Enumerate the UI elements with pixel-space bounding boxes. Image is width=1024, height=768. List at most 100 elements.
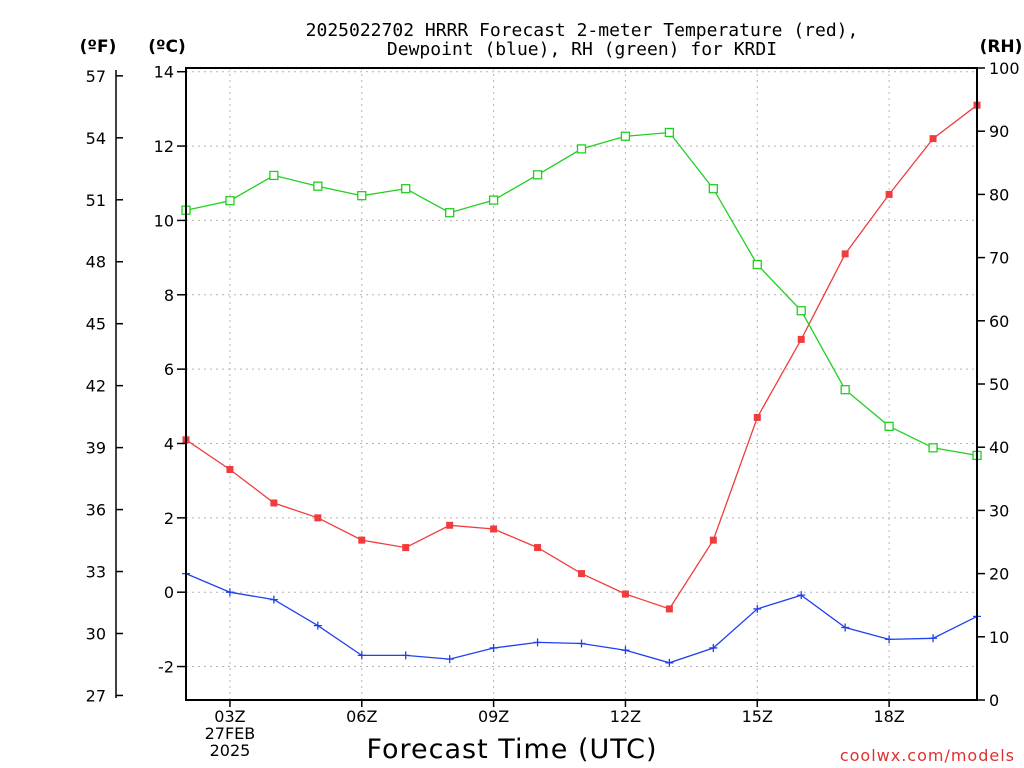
fahrenheit-tick-label: 57 bbox=[86, 67, 106, 86]
temperature-point bbox=[314, 514, 322, 522]
fahrenheit-tick-label: 48 bbox=[86, 253, 106, 272]
x-tick-label: 03Z bbox=[214, 707, 245, 726]
rh-tick-label: 50 bbox=[989, 375, 1009, 394]
temperature-point bbox=[709, 536, 717, 544]
rh-tick-label: 30 bbox=[989, 501, 1009, 520]
dewpoint-point bbox=[489, 643, 498, 652]
rh-point bbox=[620, 131, 631, 141]
series-lines bbox=[185, 104, 978, 664]
dewpoint-point bbox=[313, 621, 322, 630]
dewpoint-line bbox=[185, 573, 978, 664]
x-tick-label: 2025 bbox=[210, 741, 251, 760]
dewpoint-point bbox=[929, 634, 938, 643]
dewpoint-point bbox=[401, 651, 410, 660]
fahrenheit-tick-label: 36 bbox=[86, 501, 106, 520]
x-tick-label: 15Z bbox=[742, 707, 773, 726]
dewpoint-point bbox=[709, 643, 718, 652]
rh-line bbox=[185, 131, 978, 457]
rh-point bbox=[313, 181, 323, 191]
dewpoint-point bbox=[445, 655, 454, 664]
celsius-tick-label: 10 bbox=[154, 211, 174, 230]
dewpoint-point bbox=[269, 595, 278, 604]
temperature-point bbox=[534, 544, 542, 552]
temperature-point bbox=[665, 605, 673, 613]
rh-point bbox=[884, 421, 894, 431]
fahrenheit-tick-label: 51 bbox=[86, 191, 106, 210]
temperature-point bbox=[885, 190, 893, 198]
temperature-point bbox=[270, 499, 278, 507]
dewpoint-point bbox=[577, 639, 586, 648]
rh-tick-label: 60 bbox=[989, 312, 1009, 331]
source-credit: coolwx.com/models bbox=[840, 746, 1015, 765]
temperature-point bbox=[358, 536, 366, 544]
rh-point bbox=[752, 259, 762, 270]
dewpoint-point bbox=[665, 658, 674, 667]
celsius-axis-label: (ºC) bbox=[148, 37, 186, 57]
rh-tick-label: 0 bbox=[989, 691, 999, 710]
rh-tick-label: 20 bbox=[989, 565, 1009, 584]
rh-point bbox=[445, 208, 455, 218]
rh-tick-label: 40 bbox=[989, 438, 1009, 457]
fahrenheit-tick-label: 33 bbox=[86, 563, 106, 582]
celsius-tick-label: 0 bbox=[164, 583, 174, 602]
temperature-point bbox=[797, 335, 805, 343]
chart-title-line-2: Dewpoint (blue), RH (green) for KRDI bbox=[387, 39, 777, 60]
rh-tick-label: 80 bbox=[989, 185, 1009, 204]
x-tick-label: 18Z bbox=[873, 707, 904, 726]
temperature-point bbox=[446, 521, 454, 529]
temperature-line bbox=[185, 104, 978, 610]
fahrenheit-tick-label: 27 bbox=[86, 686, 106, 705]
rh-tick-label: 70 bbox=[989, 249, 1009, 268]
x-tick-label: 06Z bbox=[346, 707, 377, 726]
celsius-tick-label: 12 bbox=[154, 137, 174, 156]
fahrenheit-tick-label: 42 bbox=[86, 377, 106, 396]
fahrenheit-tick-label: 30 bbox=[86, 624, 106, 643]
rh-point bbox=[269, 170, 279, 181]
rh-point bbox=[576, 144, 587, 154]
celsius-tick-label: -2 bbox=[158, 658, 174, 677]
rh-point bbox=[708, 184, 718, 194]
temperature-point bbox=[841, 250, 849, 258]
rh-tick-label: 100 bbox=[989, 59, 1020, 78]
x-axis-label: Forecast Time (UTC) bbox=[366, 734, 657, 765]
dewpoint-point bbox=[841, 623, 850, 632]
grid-lines bbox=[186, 68, 977, 700]
dewpoint-point bbox=[225, 588, 234, 597]
temperature-point bbox=[402, 544, 410, 552]
temperature-point bbox=[226, 466, 234, 474]
dewpoint-point bbox=[753, 604, 762, 613]
dewpoint-point bbox=[885, 635, 894, 644]
rh-point bbox=[357, 191, 367, 201]
temperature-point bbox=[621, 590, 629, 598]
x-tick-label: 09Z bbox=[478, 707, 509, 726]
rh-point bbox=[840, 385, 850, 395]
series-markers bbox=[181, 101, 982, 667]
temperature-point bbox=[753, 413, 761, 421]
rh-point bbox=[401, 184, 411, 194]
fahrenheit-tick-label: 45 bbox=[86, 315, 106, 334]
rh-point bbox=[488, 195, 499, 205]
dewpoint-point bbox=[533, 638, 542, 647]
dewpoint-point bbox=[621, 646, 630, 655]
fahrenheit-tick-label: 54 bbox=[86, 129, 106, 148]
x-tick-label: 12Z bbox=[610, 707, 641, 726]
x-tick-label: 27FEB bbox=[205, 724, 256, 743]
rh-point bbox=[664, 127, 675, 138]
celsius-tick-label: 2 bbox=[164, 509, 174, 528]
celsius-tick-label: 6 bbox=[164, 360, 174, 379]
celsius-tick-label: 14 bbox=[154, 63, 174, 82]
dewpoint-point bbox=[357, 651, 366, 660]
rh-point bbox=[928, 443, 938, 453]
rh-point bbox=[532, 170, 543, 180]
plot-frame bbox=[185, 67, 978, 701]
temperature-point bbox=[929, 135, 937, 143]
temperature-point bbox=[490, 525, 498, 533]
celsius-tick-label: 8 bbox=[164, 286, 174, 305]
rh-point bbox=[796, 306, 806, 316]
fahrenheit-tick-label: 39 bbox=[86, 439, 106, 458]
rh-point bbox=[225, 196, 235, 206]
fahrenheit-axis-label: (ºF) bbox=[80, 37, 117, 57]
rh-tick-label: 10 bbox=[989, 628, 1009, 647]
